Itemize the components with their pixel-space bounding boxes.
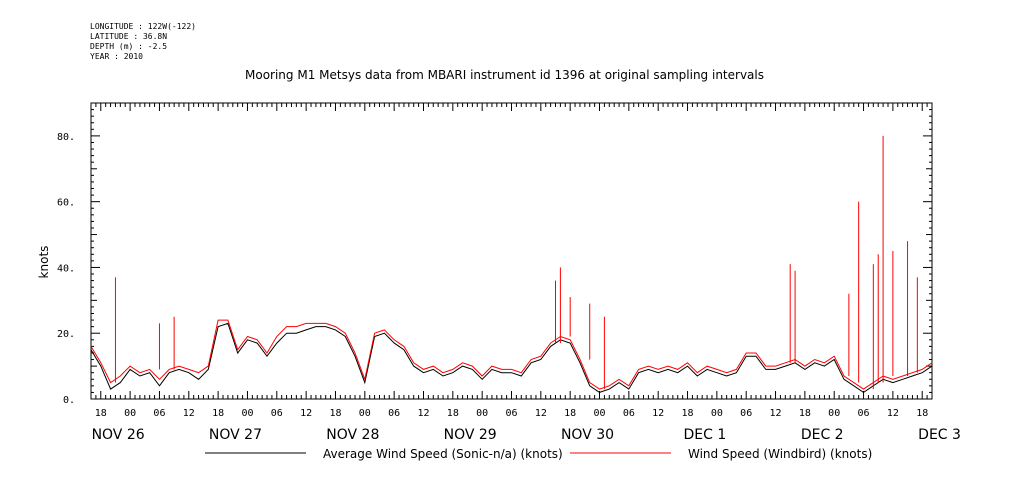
x-tick-label: 12 — [652, 408, 664, 419]
x-tick-label: 18 — [212, 408, 224, 419]
x-day-label: NOV 28 — [326, 427, 379, 443]
x-tick-label: 06 — [505, 408, 517, 419]
x-tick-label: 18 — [681, 408, 693, 419]
x-day-label: DEC 1 — [683, 427, 726, 443]
y-tick-label: 40. — [57, 263, 75, 274]
x-tick-label: 12 — [535, 408, 547, 419]
x-tick-label: 00 — [593, 408, 605, 419]
x-tick-label: 06 — [623, 408, 635, 419]
y-tick-label: 80. — [57, 132, 75, 143]
x-tick-label: 00 — [711, 408, 723, 419]
metadata-block: LONGITUDE : 122W(-122) LATITUDE : 36.8N … — [90, 22, 196, 62]
year-label: YEAR : 2010 — [90, 52, 143, 61]
series-group — [90, 135, 933, 394]
plot-frame — [90, 102, 933, 400]
x-tick-label: 06 — [271, 408, 283, 419]
x-tick-label: 00 — [359, 408, 371, 419]
x-tick-label: 06 — [858, 408, 870, 419]
x-tick-label: 00 — [124, 408, 136, 419]
chart-title: Mooring M1 Metsys data from MBARI instru… — [245, 68, 764, 82]
x-tick-label: 00 — [828, 408, 840, 419]
x-tick-label: 18 — [95, 408, 107, 419]
x-tick-label: 18 — [799, 408, 811, 419]
y-tick-label: 0. — [63, 395, 75, 406]
x-tick-label: 18 — [447, 408, 459, 419]
legend-label-windbird: Wind Speed (Windbird) (knots) — [688, 447, 873, 461]
x-tick-label: 18 — [329, 408, 341, 419]
longitude-label: LONGITUDE : 122W(-122) — [90, 22, 196, 31]
x-tick-label: 18 — [564, 408, 576, 419]
depth-label: DEPTH (m) : -2.5 — [90, 42, 168, 51]
y-tick-label: 20. — [57, 329, 75, 340]
series-line-average — [90, 322, 933, 394]
x-tick-label: 12 — [300, 408, 312, 419]
x-tick-label: 00 — [241, 408, 253, 419]
x-tick-label: 06 — [153, 408, 165, 419]
x-tick-label: 12 — [770, 408, 782, 419]
x-tick-label: 12 — [417, 408, 429, 419]
x-day-label: DEC 3 — [918, 427, 961, 443]
y-axis-label: knots — [37, 246, 51, 279]
x-tick-label: 06 — [740, 408, 752, 419]
x-tick-label: 12 — [887, 408, 899, 419]
x-day-label: NOV 29 — [444, 427, 497, 443]
x-day-label: NOV 26 — [92, 427, 145, 443]
x-day-label: DEC 2 — [801, 427, 844, 443]
x-tick-label: 18 — [916, 408, 928, 419]
y-axis: 0. 20. 40. 60. 80. — [57, 102, 932, 406]
x-axis: 18 00 06 12 18 00 06 12 18 00 06 12 18 00 06 12 18 00 06 12… — [90, 103, 961, 443]
x-tick-label: 00 — [476, 408, 488, 419]
series-line-windbird — [90, 319, 933, 390]
x-tick-label: 12 — [183, 408, 195, 419]
x-tick-label: 06 — [388, 408, 400, 419]
x-day-label: NOV 30 — [561, 427, 614, 443]
legend-label-average: Average Wind Speed (Sonic-n/a) (knots) — [323, 447, 563, 461]
x-day-label: NOV 27 — [209, 427, 262, 443]
latitude-label: LATITUDE : 36.8N — [90, 32, 168, 41]
y-tick-label: 60. — [57, 198, 75, 209]
